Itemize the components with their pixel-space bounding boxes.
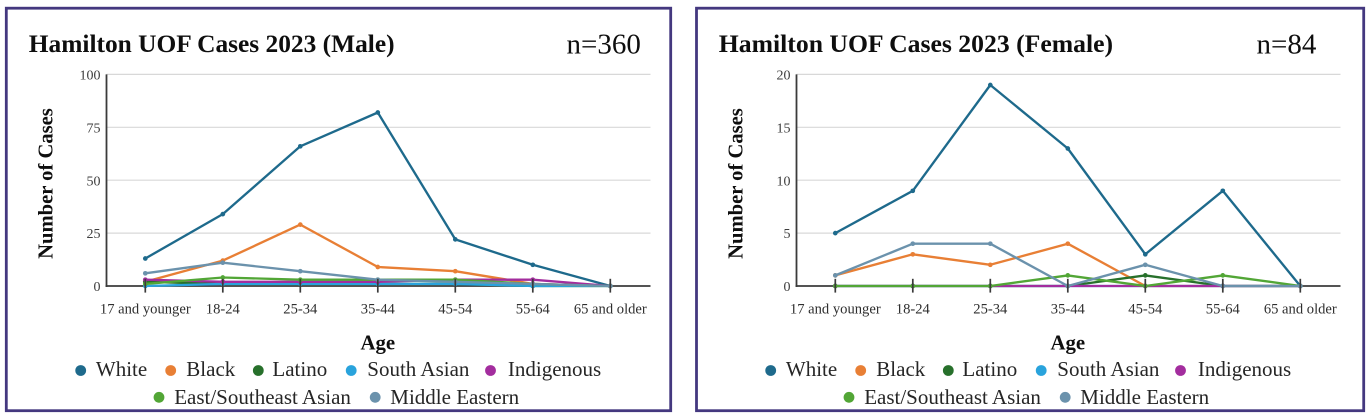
svg-text:17 and younger: 17 and younger (100, 302, 191, 318)
svg-text:Indigenous: Indigenous (508, 357, 601, 381)
svg-text:n=84: n=84 (1257, 29, 1317, 61)
svg-text:Black: Black (186, 357, 235, 381)
svg-text:65 and older: 65 and older (1264, 302, 1337, 318)
svg-text:Indigenous: Indigenous (1198, 357, 1291, 381)
svg-text:25-34: 25-34 (283, 302, 318, 318)
svg-text:17 and younger: 17 and younger (790, 302, 881, 318)
svg-text:18-24: 18-24 (206, 302, 241, 318)
svg-text:20: 20 (777, 69, 791, 84)
svg-text:Age: Age (360, 331, 395, 354)
svg-text:Black: Black (876, 357, 925, 381)
svg-text:Middle Eastern: Middle Eastern (390, 385, 519, 409)
svg-text:Latino: Latino (962, 357, 1017, 381)
svg-text:55-64: 55-64 (516, 302, 551, 318)
svg-text:55-64: 55-64 (1206, 302, 1241, 318)
svg-text:White: White (96, 357, 147, 381)
svg-text:Age: Age (1050, 331, 1085, 354)
svg-text:South Asian: South Asian (367, 357, 470, 381)
svg-text:50: 50 (87, 174, 101, 189)
svg-text:35-44: 35-44 (1051, 302, 1086, 318)
svg-text:Latino: Latino (272, 357, 327, 381)
svg-text:35-44: 35-44 (361, 302, 396, 318)
svg-text:5: 5 (784, 227, 791, 242)
svg-text:East/Southeast Asian: East/Southeast Asian (174, 385, 351, 409)
svg-text:East/Southeast Asian: East/Southeast Asian (864, 385, 1041, 409)
svg-text:Middle Eastern: Middle Eastern (1080, 385, 1209, 409)
svg-text:100: 100 (80, 69, 101, 84)
svg-text:Hamilton UOF Cases 2023 (Male): Hamilton UOF Cases 2023 (Male) (29, 30, 395, 58)
svg-text:White: White (786, 357, 837, 381)
svg-text:0: 0 (784, 280, 791, 295)
svg-text:45-54: 45-54 (438, 302, 473, 318)
svg-text:n=360: n=360 (567, 29, 641, 61)
svg-text:Hamilton UOF Cases 2023 (Femal: Hamilton UOF Cases 2023 (Female) (719, 29, 1113, 58)
svg-text:15: 15 (777, 121, 791, 136)
svg-text:45-54: 45-54 (1128, 302, 1163, 318)
svg-text:25: 25 (87, 227, 101, 242)
svg-text:65 and older: 65 and older (574, 302, 647, 318)
svg-text:75: 75 (87, 121, 101, 136)
svg-text:25-34: 25-34 (973, 302, 1008, 318)
svg-text:Number of Cases: Number of Cases (725, 108, 747, 259)
svg-text:0: 0 (94, 280, 101, 295)
svg-text:18-24: 18-24 (896, 302, 931, 318)
svg-text:South Asian: South Asian (1057, 357, 1160, 381)
svg-text:Number of Cases: Number of Cases (35, 108, 57, 259)
svg-text:10: 10 (777, 174, 791, 189)
